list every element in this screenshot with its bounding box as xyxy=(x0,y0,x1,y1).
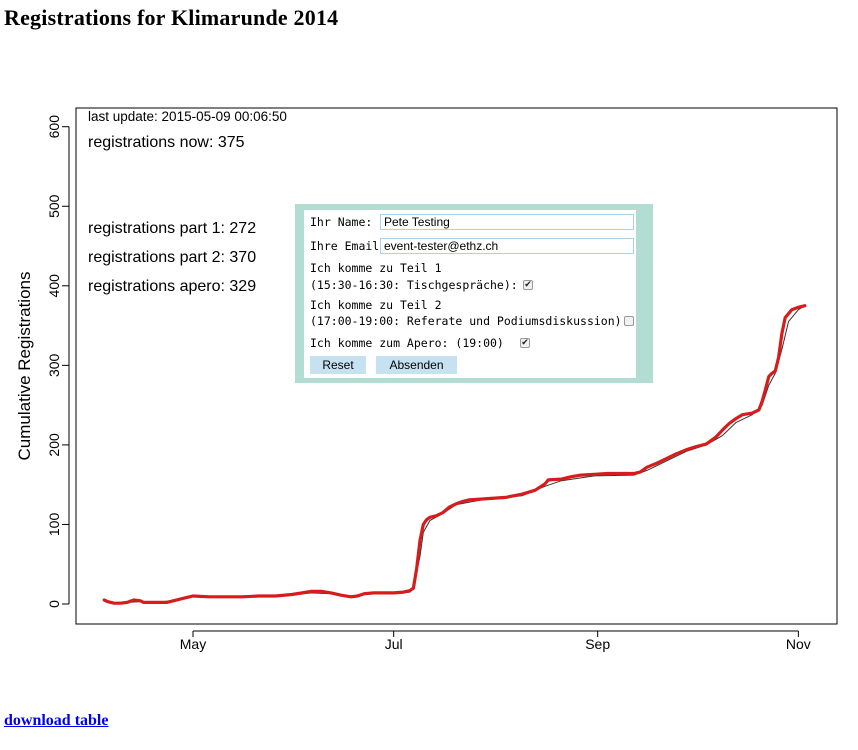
part2-label-line1: Ich komme zu Teil 2 xyxy=(310,298,442,312)
registrations-part2-text: registrations part 2: 370 xyxy=(88,249,256,266)
email-field[interactable] xyxy=(380,238,634,254)
part1-checkbox[interactable]: ✔ xyxy=(523,280,533,290)
x-tick-label: Jul xyxy=(385,636,403,652)
y-tick-label: 400 xyxy=(46,274,62,298)
name-field[interactable] xyxy=(380,214,634,230)
registration-form-body: Ihr Name: Ihre Email: Ich komme zu Teil … xyxy=(304,210,636,378)
registrations-chart: 0 100 200 300 400 500 600 May Jul Sep Nov Cumulat… xyxy=(15,107,838,652)
email-label: Ihre Email: xyxy=(310,239,387,253)
x-tick-label: May xyxy=(180,636,206,652)
x-tick-label: Sep xyxy=(585,636,610,652)
apero-label: Ich komme zum Apero: (19:00) xyxy=(310,336,504,350)
registrations-apero-text: registrations apero: 329 xyxy=(88,278,256,295)
part2-label-line2: (17:00-19:00: Referate und Podiumsdiskus… xyxy=(310,314,629,328)
y-axis: 0 100 200 300 400 500 600 xyxy=(46,115,70,608)
series-lines xyxy=(102,304,807,605)
y-tick-label: 200 xyxy=(46,433,62,457)
registrations-series-line xyxy=(102,304,807,605)
y-tick-label: 600 xyxy=(46,115,62,139)
download-table-link[interactable]: download table xyxy=(4,712,109,729)
registrations-part1-text: registrations part 1: 272 xyxy=(88,220,256,237)
x-tick-label: Nov xyxy=(786,636,811,652)
y-axis-label: Cumulative Registrations xyxy=(15,272,34,461)
y-tick-label: 100 xyxy=(46,513,62,537)
part1-label-line2: (15:30-16:30: Tischgespräche): xyxy=(310,278,518,292)
page-title: Registrations for Klimarunde 2014 xyxy=(4,5,339,30)
part1-label-line1: Ich komme zu Teil 1 xyxy=(310,261,442,275)
plot-frame xyxy=(75,107,838,625)
y-tick-label: 500 xyxy=(46,194,62,218)
apero-checkbox[interactable]: ✔ xyxy=(520,338,530,348)
registrations-now-text: registrations now: 375 xyxy=(88,134,245,151)
part2-checkbox[interactable] xyxy=(624,316,634,326)
x-axis: May Jul Sep Nov xyxy=(180,630,811,652)
registration-form: Ihr Name: Ihre Email: Ich komme zu Teil … xyxy=(295,204,653,383)
y-tick-label: 300 xyxy=(46,353,62,377)
submit-button[interactable]: Absenden xyxy=(376,356,457,374)
y-tick-label: 0 xyxy=(46,600,62,608)
name-label: Ihr Name: xyxy=(310,215,373,229)
last-update-text: last update: 2015-05-09 00:06:50 xyxy=(88,109,287,124)
reset-button[interactable]: Reset xyxy=(310,356,366,374)
